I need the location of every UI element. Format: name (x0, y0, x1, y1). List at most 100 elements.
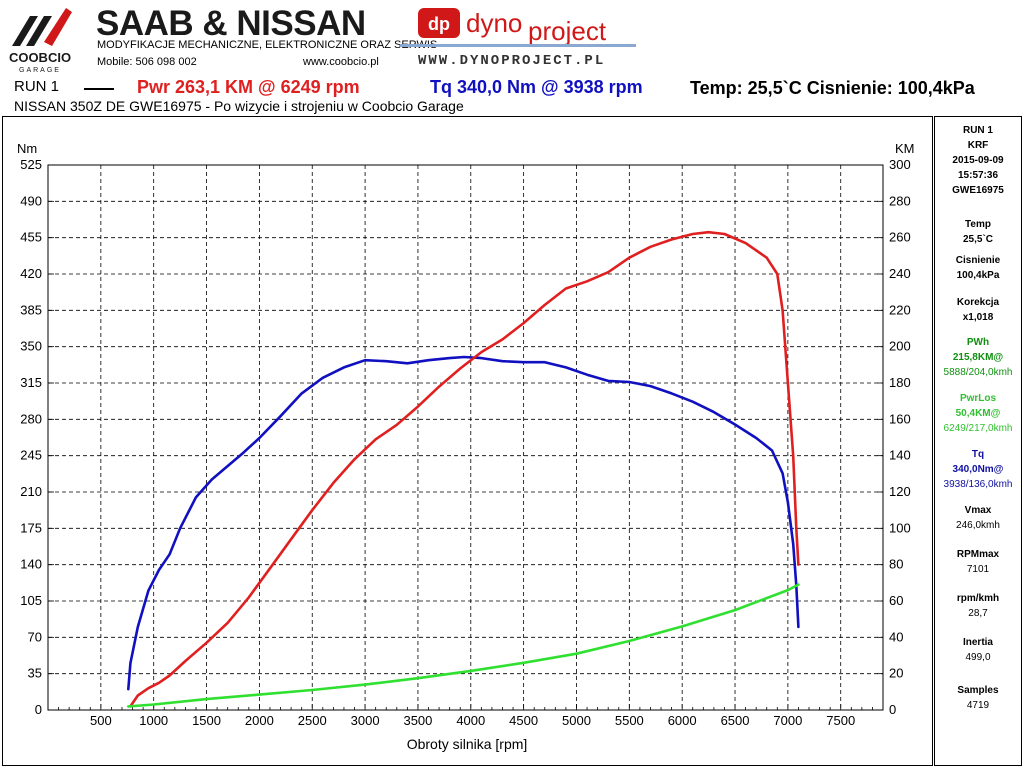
y-left-tick-label: 280 (20, 411, 42, 426)
pwh-block: PWh 215,8KM@ 5888/204,0kmh (935, 335, 1021, 380)
y-right-tick-label: 220 (889, 302, 911, 317)
logo-sub: GARAGE (19, 67, 61, 74)
chart-grid (48, 165, 883, 710)
dyno-chart-frame: 500 1000 1500 2000 2500 3000 3500 4000 4500 5000 5… (2, 116, 933, 766)
pressure-label: Cisnienie (955, 255, 1001, 266)
shop-title: SAAB & NISSAN (96, 4, 366, 43)
pressure-value: 100,4kPa (956, 270, 1000, 281)
y-right-tick-label: 0 (889, 702, 896, 717)
vmax-value: 246,0kmh (956, 520, 1000, 531)
y-right-tick-label: 60 (889, 593, 903, 608)
x-tick-label: 1000 (139, 713, 168, 728)
x-tick-label: 5500 (615, 713, 644, 728)
report-header: COOBCIO GARAGE SAAB & NISSAN MODYFIKACJE… (0, 0, 1024, 118)
tq-block: Tq 340,0Nm@ 3938/136,0kmh (935, 447, 1021, 492)
chart-axes: 500 1000 1500 2000 2500 3000 3500 4000 4500 5000 5… (20, 157, 910, 728)
y-left-tick-label: 420 (20, 266, 42, 281)
y-left-tick-label: 140 (20, 557, 42, 572)
y-left-tick-label: 525 (20, 157, 42, 172)
y-left-tick-label: 315 (20, 375, 42, 390)
correction-value: x1,018 (962, 312, 994, 323)
x-tick-label: 5000 (562, 713, 591, 728)
y-left-tick-label: 0 (35, 702, 42, 717)
panel-plate: GWE16975 (952, 185, 1004, 196)
y-right-tick-label: 160 (889, 411, 911, 426)
y-right-tick-label: 140 (889, 448, 911, 463)
coobcio-logo: COOBCIO GARAGE (9, 8, 72, 74)
dp-badge: dp (428, 14, 450, 34)
x-tick-label: 6000 (668, 713, 697, 728)
x-tick-label: 3500 (403, 713, 432, 728)
y-left-tick-label: 350 (20, 339, 42, 354)
y-left-tick-label: 105 (20, 593, 42, 608)
y-right-tick-label: 120 (889, 484, 911, 499)
y-right-tick-label: 200 (889, 339, 911, 354)
x-tick-label: 1500 (192, 713, 221, 728)
y-right-tick-label: 100 (889, 520, 911, 535)
power-summary: Pwr 263,1 KM @ 6249 rpm (137, 77, 360, 97)
rpmmax-label: RPMmax (956, 549, 1000, 560)
rpmkmh-label: rpm/kmh (956, 593, 1000, 604)
y-axis-left-label: Nm (17, 141, 37, 156)
x-tick-label: 4000 (456, 713, 485, 728)
pressure-block: Cisnienie 100,4kPa (935, 253, 1021, 283)
tq-detail: 3938/136,0kmh (943, 479, 1013, 490)
series-pwr-line (129, 230, 800, 708)
inertia-block: Inertia 499,0 (935, 635, 1021, 665)
run-info: RUN 1 KRF 2015-09-09 15:57:36 GWE16975 (935, 123, 1021, 198)
panel-date: 2015-09-09 (952, 155, 1004, 166)
dyno-url: WWW.DYNOPROJECT.PL (418, 53, 605, 69)
inertia-value: 499,0 (965, 652, 991, 663)
panel-run: RUN 1 (962, 125, 993, 136)
x-tick-label: 2500 (298, 713, 327, 728)
conditions-summary: Temp: 25,5`C Cisnienie: 100,4kPa (690, 78, 975, 98)
rpmkmh-block: rpm/kmh 28,7 (935, 591, 1021, 621)
torque-summary: Tq 340,0 Nm @ 3938 rpm (430, 77, 643, 97)
x-tick-label: 500 (90, 713, 112, 728)
samples-label: Samples (957, 685, 999, 696)
run-info-panel: RUN 1 KRF 2015-09-09 15:57:36 GWE16975 T… (934, 116, 1022, 766)
y-right-tick-label: 40 (889, 629, 903, 644)
y-right-tick-label: 180 (889, 375, 911, 390)
plot-border (47, 164, 884, 711)
y-left-tick-label: 70 (28, 629, 42, 644)
tq-value: 340,0Nm@ (952, 464, 1004, 475)
samples-block: Samples 4719 (935, 683, 1021, 713)
y-right-tick-label: 20 (889, 666, 903, 681)
logo-text: COOBCIO (9, 50, 71, 65)
samples-value: 4719 (966, 700, 990, 711)
series-tq-line (127, 355, 800, 691)
y-left-tick-label: 210 (20, 484, 42, 499)
rpmmax-block: RPMmax 7101 (935, 547, 1021, 577)
pwrlos-value: 50,4KM@ (955, 408, 1001, 419)
vmax-label: Vmax (964, 505, 992, 516)
run-line-swatch (84, 88, 114, 90)
pwrlos-block: PwrLos 50,4KM@ 6249/217,0kmh (935, 391, 1021, 436)
chart-series (127, 230, 800, 708)
y-right-tick-label: 240 (889, 266, 911, 281)
temp-label: Temp (965, 219, 991, 230)
rpmkmh-value: 28,7 (968, 608, 988, 619)
y-left-tick-label: 245 (20, 448, 42, 463)
shop-subtitle: MODYFIKACJE MECHANICZNE, ELEKTRONICZNE O… (97, 39, 438, 51)
x-axis-label: Obroty silnika [rpm] (407, 736, 528, 752)
y-right-tick-label: 80 (889, 557, 903, 572)
shop-website: www.coobcio.pl (303, 56, 379, 68)
y-left-tick-label: 490 (20, 193, 42, 208)
dyno-chart: 500 1000 1500 2000 2500 3000 3500 4000 4500 5000 5… (17, 141, 915, 752)
x-tick-label: 7500 (826, 713, 855, 728)
x-tick-label: 4500 (509, 713, 538, 728)
x-tick-label: 2000 (245, 713, 274, 728)
pwrlos-label: PwrLos (959, 393, 997, 404)
correction-block: Korekcja x1,018 (935, 295, 1021, 325)
vehicle-description: NISSAN 350Z DE GWE16975 - Po wizycie i s… (14, 98, 464, 114)
tq-label: Tq (971, 449, 985, 460)
temp-block: Temp 25,5`C (935, 217, 1021, 247)
shop-phone: Mobile: 506 098 002 (97, 56, 197, 68)
y-right-tick-label: 280 (889, 193, 911, 208)
y-right-tick-label: 260 (889, 230, 911, 245)
x-tick-label: 6500 (721, 713, 750, 728)
pwrlos-detail: 6249/217,0kmh (943, 423, 1013, 434)
rpmmax-value: 7101 (966, 564, 990, 575)
y-left-tick-label: 455 (20, 230, 42, 245)
